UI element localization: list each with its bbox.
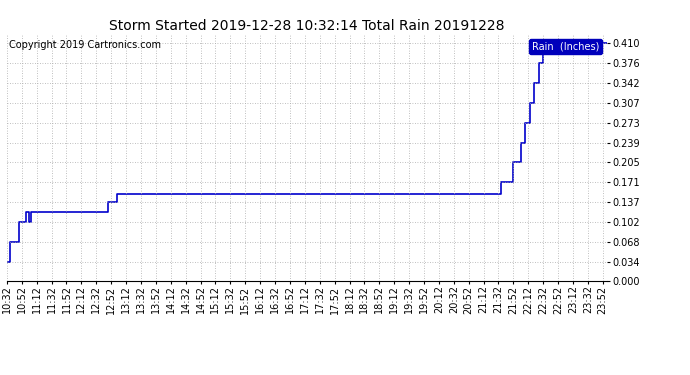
Title: Storm Started 2019-12-28 10:32:14 Total Rain 20191228: Storm Started 2019-12-28 10:32:14 Total … — [109, 19, 505, 33]
Legend: Rain  (Inches): Rain (Inches) — [529, 39, 602, 54]
Text: Copyright 2019 Cartronics.com: Copyright 2019 Cartronics.com — [9, 40, 161, 50]
